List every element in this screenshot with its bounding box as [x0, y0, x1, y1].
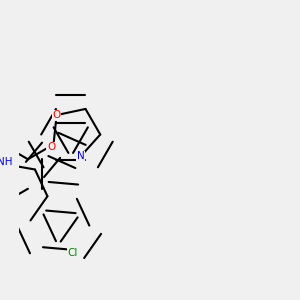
Text: O: O [47, 142, 55, 152]
Text: O: O [52, 110, 61, 120]
Text: Cl: Cl [67, 248, 78, 258]
Text: N: N [76, 152, 84, 161]
Text: NH: NH [0, 157, 12, 166]
